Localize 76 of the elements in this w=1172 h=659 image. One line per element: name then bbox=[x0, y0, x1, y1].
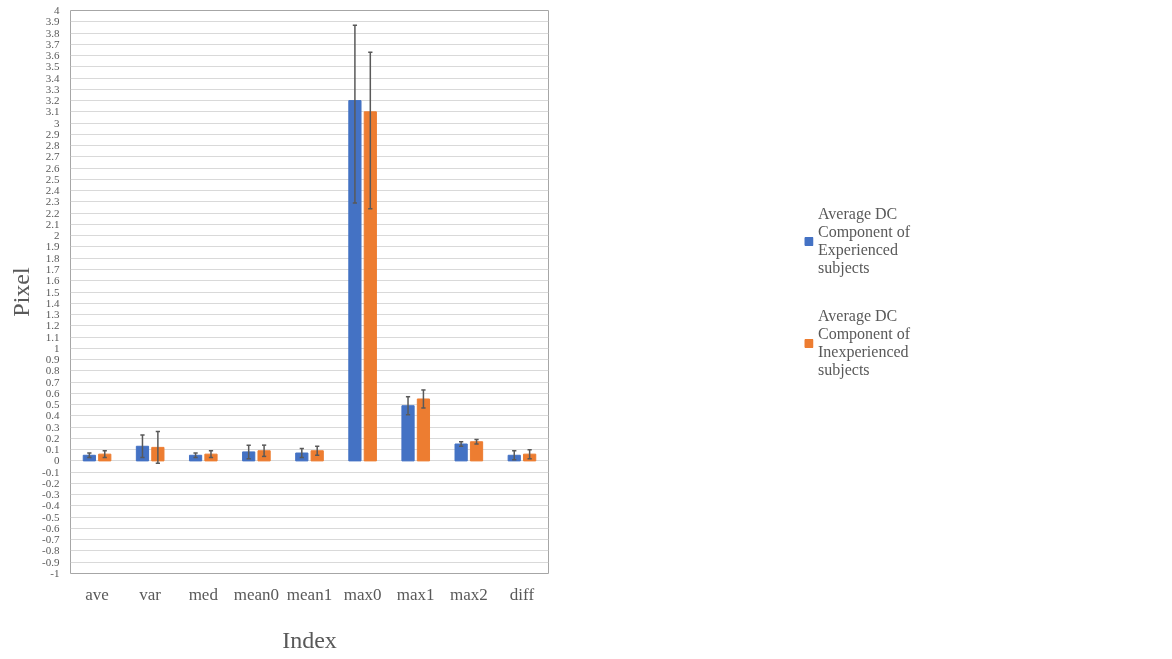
y-tick-label: -0.4 bbox=[42, 499, 60, 512]
y-tick-label: 2.8 bbox=[45, 139, 60, 152]
y-tick-label: 1.4 bbox=[45, 296, 60, 309]
y-tick-label: 1 bbox=[54, 341, 60, 354]
y-tick-label: 0.7 bbox=[45, 375, 60, 388]
y-tick-label: 4 bbox=[54, 4, 60, 16]
y-tick-label: 3.6 bbox=[45, 49, 60, 62]
y-tick-label: 1.1 bbox=[45, 330, 60, 343]
y-tick-label: 3.7 bbox=[45, 37, 60, 50]
y-tick-label: 2.3 bbox=[45, 195, 60, 208]
y-tick-label: 3.4 bbox=[45, 71, 60, 84]
x-tick-label: med bbox=[188, 584, 219, 604]
y-tick-label: 2.9 bbox=[45, 127, 60, 140]
y-tick-label: 3.9 bbox=[45, 15, 60, 28]
x-tick-label: mean0 bbox=[233, 584, 280, 604]
y-tick-label: -1 bbox=[50, 567, 60, 579]
y-tick-label: 0.8 bbox=[45, 364, 60, 377]
x-tick-label: mean1 bbox=[286, 584, 333, 604]
y-tick-label: -0.7 bbox=[42, 533, 60, 546]
y-tick-label: -0.3 bbox=[42, 488, 60, 501]
bar bbox=[135, 445, 150, 462]
y-tick-label: 2.6 bbox=[45, 161, 60, 174]
x-tick-label: ave bbox=[85, 584, 109, 604]
y-tick-label: 1.9 bbox=[45, 240, 60, 253]
y-tick-label: 3.3 bbox=[45, 82, 60, 95]
x-tick-label: max1 bbox=[396, 584, 435, 604]
y-tick-label: -0.2 bbox=[42, 476, 60, 489]
y-tick-label: -0.5 bbox=[42, 510, 60, 523]
y-tick-label: 2.5 bbox=[45, 172, 60, 185]
x-tick-label: max2 bbox=[449, 584, 488, 604]
y-axis-title: Pixel bbox=[8, 267, 35, 317]
y-tick-label: 3.8 bbox=[45, 26, 60, 39]
bar bbox=[242, 451, 256, 462]
y-tick-label: -0.6 bbox=[42, 521, 60, 534]
y-tick-label: -0.9 bbox=[42, 555, 60, 568]
y-tick-label: 2.2 bbox=[45, 206, 60, 219]
y-tick-label: 3.5 bbox=[45, 60, 60, 73]
bar bbox=[188, 454, 203, 462]
y-tick-label: 0.2 bbox=[45, 431, 60, 444]
y-tick-label: 0.9 bbox=[45, 353, 60, 366]
y-tick-label: 1.2 bbox=[45, 319, 60, 332]
bar bbox=[401, 405, 415, 462]
y-tick-label: 1.5 bbox=[45, 285, 60, 298]
bar bbox=[454, 443, 468, 462]
x-tick-label: diff bbox=[509, 584, 535, 604]
y-tick-label: 1.6 bbox=[45, 274, 60, 287]
y-tick-label: 0.1 bbox=[45, 443, 60, 456]
y-tick-label: 0 bbox=[54, 454, 60, 467]
y-tick-label: 0.3 bbox=[45, 420, 60, 433]
y-tick-label: 2.7 bbox=[45, 150, 60, 163]
bar bbox=[416, 398, 431, 462]
bar bbox=[82, 454, 96, 462]
y-tick-label: 1.8 bbox=[45, 251, 60, 264]
legend-label: Average DC Component of Inexperienced subjects bbox=[818, 306, 910, 379]
y-tick-label: 0.6 bbox=[45, 386, 60, 399]
bar bbox=[469, 441, 484, 462]
x-axis-title: Index bbox=[282, 626, 337, 653]
bar bbox=[363, 111, 377, 462]
y-tick-label: 3.2 bbox=[45, 94, 60, 107]
x-tick-label: var bbox=[139, 584, 162, 604]
y-tick-label: 3.1 bbox=[45, 105, 60, 118]
y-tick-label: -0.8 bbox=[42, 544, 60, 557]
x-tick-label: max0 bbox=[343, 584, 382, 604]
y-tick-label: 0.4 bbox=[45, 409, 60, 422]
bar bbox=[523, 453, 537, 462]
y-tick-label: 2 bbox=[54, 229, 60, 242]
y-tick-label: -0.1 bbox=[42, 465, 60, 478]
bar bbox=[310, 450, 324, 462]
y-tick-label: 0.5 bbox=[45, 398, 60, 411]
y-tick-label: 2.4 bbox=[45, 184, 60, 197]
bar bbox=[348, 100, 362, 462]
y-tick-label: 1.7 bbox=[45, 262, 60, 275]
y-tick-label: 3 bbox=[54, 116, 60, 129]
y-tick-label: 2.1 bbox=[45, 217, 60, 230]
y-tick-label: 1.3 bbox=[45, 308, 60, 321]
legend-label: Average DC Component of Experienced subjects bbox=[818, 204, 910, 277]
